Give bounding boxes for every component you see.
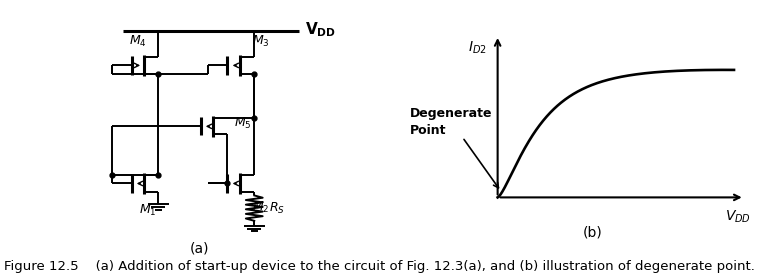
Text: $M_2$: $M_2$ [252,200,269,215]
Text: $I_{D2}$: $I_{D2}$ [469,40,487,56]
Text: Degenerate: Degenerate [410,107,492,120]
Text: $\mathbf{V_{DD}}$: $\mathbf{V_{DD}}$ [305,20,336,39]
Text: $M_4$: $M_4$ [129,34,147,49]
Text: Figure 12.5    (a) Addition of start-up device to the circuit of Fig. 12.3(a), a: Figure 12.5 (a) Addition of start-up dev… [4,260,755,273]
Text: $M_3$: $M_3$ [252,34,270,49]
Text: $R_S$: $R_S$ [269,201,285,216]
Text: Point: Point [410,124,446,137]
Text: $M_1$: $M_1$ [139,203,156,218]
Text: (a): (a) [189,242,209,256]
Text: (b): (b) [583,225,603,239]
Text: $M_5$: $M_5$ [234,116,252,131]
Text: $V_{DD}$: $V_{DD}$ [725,209,751,225]
